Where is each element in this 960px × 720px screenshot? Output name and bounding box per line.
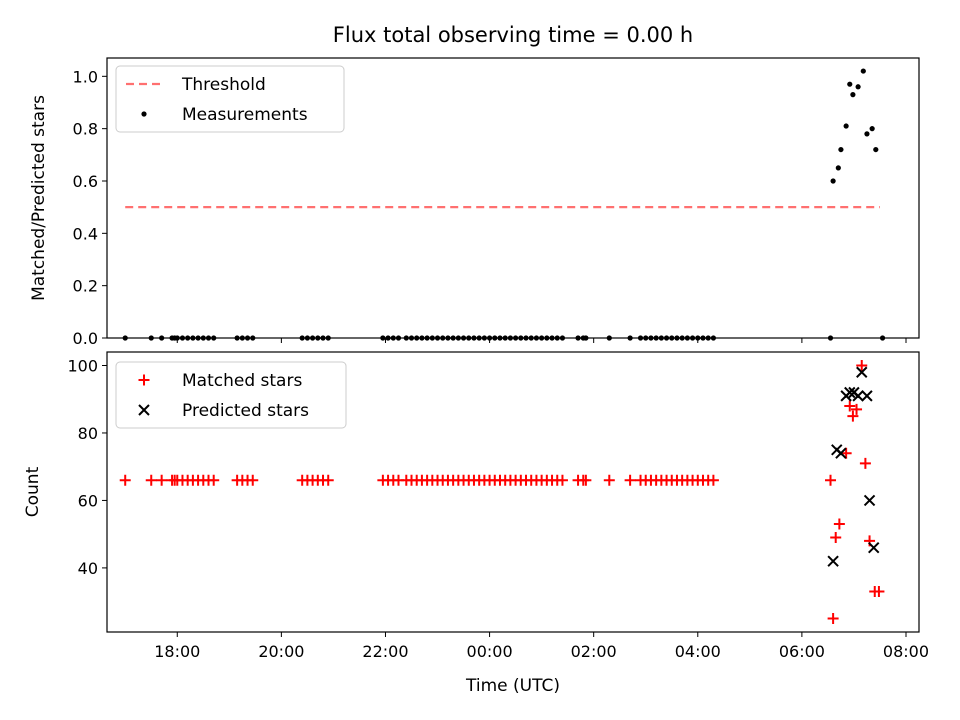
matched-star-point	[556, 474, 568, 486]
matched-star-point	[119, 474, 131, 486]
matched-star-point	[208, 474, 220, 486]
legend-label: Matched stars	[182, 371, 302, 391]
y-axis-label: Count	[23, 466, 43, 517]
predicted-star-point	[868, 541, 880, 554]
matched-star-point	[247, 474, 259, 486]
top-panel: 0.0 0.2 0.4 0.6 0.8 1.0 Matched/Predicted star…	[29, 57, 920, 348]
predicted-star-point	[835, 447, 847, 459]
matched-star-point	[156, 474, 168, 486]
matched-star-point	[856, 359, 868, 371]
matched-star-point	[840, 447, 852, 459]
matched-star-point	[624, 474, 636, 486]
x-tick-label: 04:00	[675, 642, 721, 661]
x-tick-label: 00:00	[467, 642, 513, 661]
y-tick-label: 1.0	[73, 67, 98, 86]
matched-star-point	[603, 474, 615, 486]
measurement-point	[855, 84, 861, 90]
measurement-point	[864, 131, 870, 137]
legend-label: Measurements	[182, 105, 308, 125]
legend-box	[115, 65, 345, 133]
legend-measurement-swatch	[141, 111, 147, 117]
y-tick-label: 0.0	[73, 329, 98, 348]
bottom-panel: 18:00 20:00 22:00 00:00 02:00 04:00 06:00 08:00…	[23, 351, 929, 661]
measurement-point	[830, 178, 836, 184]
y-tick-label: 80	[78, 424, 98, 443]
x-tick-label: 02:00	[571, 642, 617, 661]
y-tick-label: 0.2	[73, 277, 98, 296]
y-tick-label: 100	[67, 356, 98, 375]
predicted-star-point	[856, 366, 868, 378]
matched-star-point	[859, 457, 871, 469]
measurement-point	[860, 68, 866, 74]
x-tick-label: 08:00	[883, 642, 929, 661]
measurement-point	[850, 92, 856, 98]
matched-star-point	[322, 474, 334, 486]
matched-star-point	[707, 474, 719, 486]
matched-star-point	[825, 474, 837, 486]
legend-label: Threshold	[181, 75, 266, 95]
matched-star-point	[844, 400, 856, 412]
legend-predicted-swatch	[138, 404, 150, 416]
y-axis-label: Matched/Predicted stars	[29, 95, 49, 301]
x-tick-label: 22:00	[362, 642, 408, 661]
matched-star-point	[851, 403, 863, 415]
matched-star-point	[847, 410, 859, 422]
figure-title: Flux total observing time = 0.00 h	[333, 23, 693, 47]
matched-star-point	[580, 474, 592, 486]
predicted-star-point	[861, 390, 873, 402]
matched-star-point	[145, 474, 157, 486]
y-tick-label: 40	[78, 559, 98, 578]
axes-frame	[106, 57, 920, 339]
y-tick-label: 0.4	[73, 224, 98, 243]
predicted-star-point	[844, 386, 856, 399]
y-tick-label: 0.8	[73, 120, 98, 139]
measurement-point	[873, 146, 879, 153]
y-tick-label: 60	[78, 491, 98, 510]
x-tick-label: 06:00	[779, 642, 825, 661]
predicted-star-point	[863, 494, 876, 507]
measurement-point	[843, 123, 849, 129]
y-tick-label: 0.6	[73, 172, 98, 191]
x-tick-label: 18:00	[154, 642, 200, 661]
x-tick-label: 20:00	[258, 642, 304, 661]
measurement-point	[835, 165, 841, 171]
predicted-star-point	[827, 555, 839, 567]
axes-frame	[106, 351, 920, 633]
measurement-point	[838, 146, 844, 153]
matched-star-point	[833, 518, 845, 530]
x-axis-label: Time (UTC)	[465, 676, 560, 696]
legend-matched-swatch	[138, 374, 150, 386]
measurement-point	[847, 81, 853, 87]
matched-star-point	[873, 586, 885, 598]
legend-box	[115, 361, 347, 429]
measurement-point	[869, 126, 875, 132]
matched-star-point	[830, 532, 842, 544]
legend-label: Predicted stars	[182, 401, 309, 421]
matched-star-point	[827, 613, 839, 625]
predicted-star-point	[852, 390, 864, 402]
